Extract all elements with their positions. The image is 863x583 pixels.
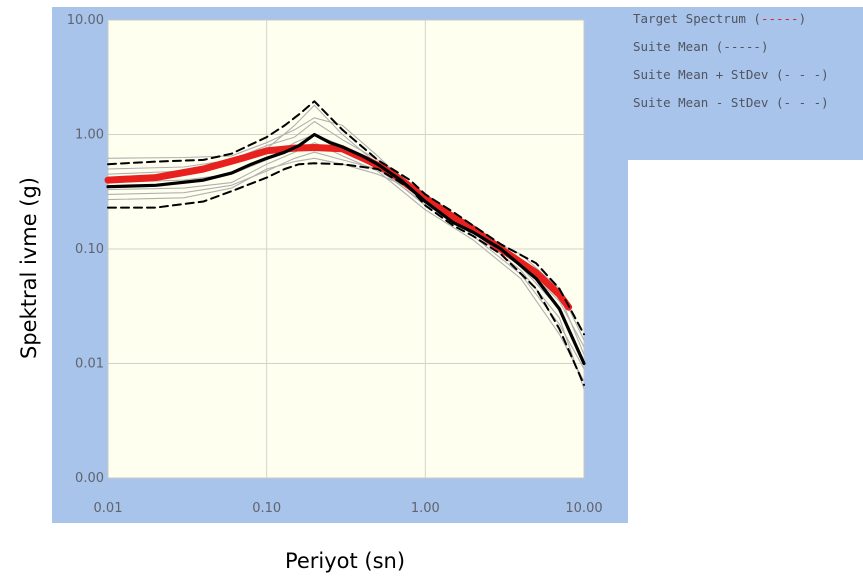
y-tick-label: 1.00 <box>75 128 104 143</box>
legend-entry: Suite Mean (-----) <box>633 39 768 54</box>
y-tick-label: 0.00 <box>75 471 104 486</box>
legend-background <box>628 7 863 160</box>
series-group <box>104 100 586 390</box>
stdev-line <box>107 100 585 336</box>
y-tick-label: 10.00 <box>67 13 104 28</box>
record-line <box>107 142 585 382</box>
y-tick-label: 0.10 <box>75 242 104 257</box>
x-tick-label: 0.10 <box>252 501 281 516</box>
legend: Target Spectrum (-----) Suite Mean (-----… <box>633 11 829 110</box>
y-tick-label: 0.01 <box>75 357 104 372</box>
suite-mean-line <box>106 132 586 366</box>
x-tick-label: 10.00 <box>565 501 602 516</box>
x-tick-label: 1.00 <box>411 501 440 516</box>
y-axis-title: Spektral ivme (g) <box>17 177 41 359</box>
x-tick-labels: 0.01 0.10 1.00 10.00 <box>94 501 603 516</box>
x-tick-label: 0.01 <box>94 501 123 516</box>
record-line <box>107 151 585 390</box>
legend-entry: Suite Mean - StDev (- - -) <box>633 95 829 110</box>
stdev-line <box>107 162 585 386</box>
legend-entry: Target Spectrum (-----) <box>633 11 806 26</box>
x-axis-title: Periyot (sn) <box>285 549 405 573</box>
legend-entry: Suite Mean + StDev (- - -) <box>633 67 829 82</box>
y-tick-labels: 10.00 1.00 0.10 0.01 0.00 <box>67 13 104 486</box>
